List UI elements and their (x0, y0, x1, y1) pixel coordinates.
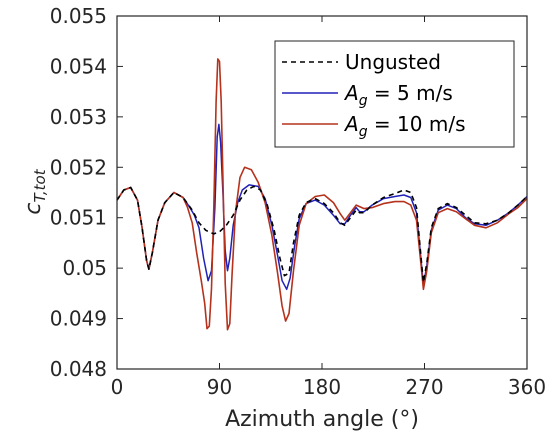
y-tick-label: 0.048 (50, 357, 107, 381)
x-tick-label: 180 (303, 375, 341, 399)
ticks-layer: 0 90 180 270 360 0.048 0.049 0.05 0.051 0.052 0.05… (50, 4, 546, 399)
x-tick-label: 270 (405, 375, 443, 399)
series-line-2 (116, 58, 528, 331)
legend-label-ag-5-main: A (343, 81, 359, 105)
legend-label-ungusted-main: Ungusted (345, 50, 441, 74)
y-axis-label: cT,tot (21, 168, 49, 214)
legend-label-ungusted: Ungusted (345, 50, 441, 74)
x-tick-label: 0 (111, 375, 124, 399)
x-tick-label: 360 (508, 375, 546, 399)
legend-label-ag-5: Ag = 5 m/s (343, 81, 453, 109)
series-layer (116, 58, 528, 331)
y-tick-label: 0.052 (50, 155, 107, 179)
y-tick-label: 0.049 (50, 307, 107, 331)
legend-label-ag-10-main: A (343, 112, 359, 136)
series-line-1 (116, 123, 528, 291)
legend-label-ag-10-subscript: g (359, 124, 368, 140)
y-axis-label-main: c (21, 202, 46, 214)
series-line-0 (116, 185, 528, 284)
y-tick-label: 0.054 (50, 54, 107, 78)
legend-label-ag-10: Ag = 10 m/s (343, 112, 466, 140)
legend-label-ag-5-suffix: = 5 m/s (368, 81, 453, 105)
legend-label-ag-10-suffix: = 10 m/s (368, 112, 466, 136)
y-tick-label: 0.051 (50, 206, 107, 230)
y-tick-label: 0.053 (50, 105, 107, 129)
legend: Ungusted Ag = 5 m/s Ag = 10 m/s (274, 40, 515, 148)
y-axis-label-subscript: T,tot (31, 168, 49, 202)
legend-box (274, 40, 515, 148)
legend-label-ag-5-subscript: g (359, 93, 368, 109)
x-axis-label: Azimuth angle (°) (225, 407, 419, 432)
y-tick-label: 0.05 (62, 256, 107, 280)
y-tick-label: 0.055 (50, 4, 107, 28)
x-tick-label: 90 (207, 375, 232, 399)
